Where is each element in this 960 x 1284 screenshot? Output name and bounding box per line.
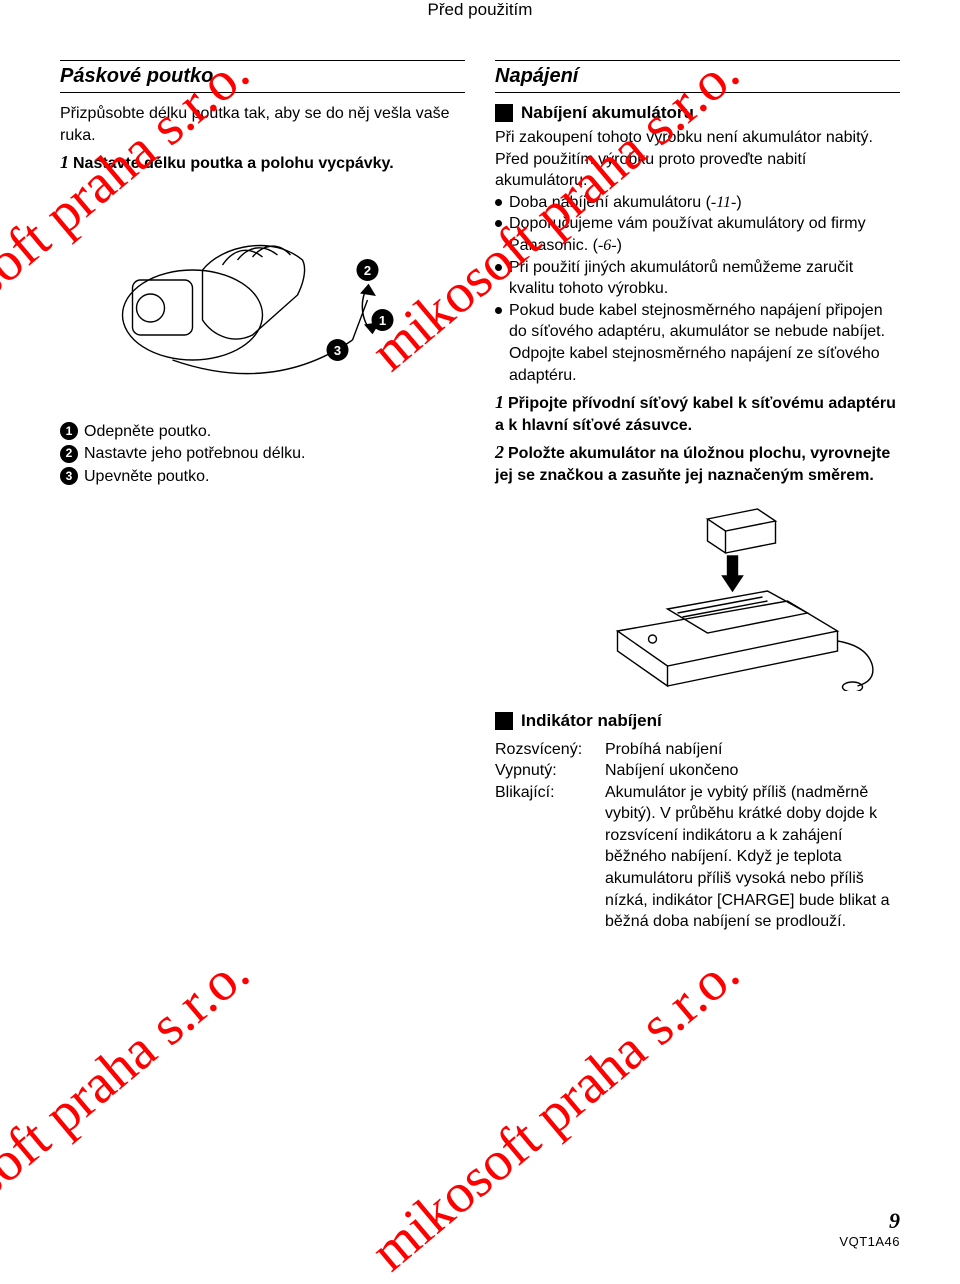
step-text: Položte akumulátor na úložnou plochu, vy… (495, 445, 890, 484)
section-title-strap: Páskové poutko (60, 60, 465, 93)
step-number: 1 (60, 152, 69, 172)
callout-text: Upevněte poutko. (84, 468, 209, 485)
step-text: Připojte přívodní síťový kabel k síťovém… (495, 395, 896, 434)
bullet-text-post: ) (617, 237, 622, 254)
charger-illustration (495, 501, 900, 691)
indicator-text: Nabíjení ukončeno (605, 760, 900, 782)
subhead-charging: Nabíjení akumulátoru (495, 103, 900, 123)
square-bullet-icon (495, 712, 513, 730)
left-column: Páskové poutko Přizpůsobte délku poutka … (60, 60, 465, 933)
bullet-text-pre: Doba nabíjení akumulátoru ( (509, 194, 711, 211)
page-ref: -11- (711, 194, 736, 211)
indicator-row-lit: Rozsvícený: Probíhá nabíjení (495, 739, 900, 761)
bullet-text-pre: Doporučujeme vám používat akumulátory od… (509, 215, 866, 254)
svg-text:1: 1 (379, 313, 386, 328)
callout-3: 3 Upevněte poutko. (60, 466, 465, 488)
svg-text:3: 3 (334, 343, 341, 358)
page-ref: -6- (598, 237, 617, 254)
strap-intro: Přizpůsobte délku poutka tak, aby se do … (60, 103, 465, 146)
svg-text:2: 2 (364, 263, 371, 278)
page-number: 9 (839, 1208, 900, 1234)
strap-illustration: 1 2 3 (60, 185, 465, 405)
step-number: 1 (495, 392, 504, 412)
watermark: mikosoft praha s.r.o. (359, 940, 752, 1284)
right-column: Napájení Nabíjení akumulátoru Při zakoup… (495, 60, 900, 933)
square-bullet-icon (495, 104, 513, 122)
strap-step-1: 1Nastavte délku poutka a polohu vycpávky… (60, 150, 465, 175)
power-step-2: 2Položte akumulátor na úložnou plochu, v… (495, 440, 900, 486)
callout-num: 1 (60, 422, 78, 440)
manual-page: Před použitím mikosoft praha s.r.o. miko… (0, 0, 960, 1269)
callout-2: 2 Nastavte jeho potřebnou délku. (60, 443, 465, 465)
chapter-label: Před použitím (428, 0, 533, 20)
columns: Páskové poutko Přizpůsobte délku poutka … (60, 60, 900, 933)
subhead-text: Nabíjení akumulátoru (521, 103, 694, 123)
charging-intro: Při zakoupení tohoto výrobku není akumul… (495, 127, 900, 192)
bullet-other-batt: Při použití jiných akumulátorů nemůžeme … (495, 257, 900, 300)
indicator-row-off: Vypnutý: Nabíjení ukončeno (495, 760, 900, 782)
callout-num: 2 (60, 445, 78, 463)
indicator-label: Blikající: (495, 782, 605, 933)
indicator-label: Rozsvícený: (495, 739, 605, 761)
power-step-1: 1Připojte přívodní síťový kabel k síťové… (495, 390, 900, 436)
section-title-power: Napájení (495, 60, 900, 93)
bullet-dc-cable: Pokud bude kabel stejnosměrného napájení… (495, 300, 900, 386)
indicator-row-blink: Blikající: Akumulátor je vybitý příliš (… (495, 782, 900, 933)
indicator-label: Vypnutý: (495, 760, 605, 782)
subhead-text: Indikátor nabíjení (521, 711, 662, 731)
callout-text: Nastavte jeho potřebnou délku. (84, 445, 305, 462)
indicator-text: Probíhá nabíjení (605, 739, 900, 761)
indicator-text: Akumulátor je vybitý příliš (nadměrně vy… (605, 782, 900, 933)
callout-text: Odepněte poutko. (84, 423, 211, 440)
subhead-indicator: Indikátor nabíjení (495, 711, 900, 731)
bullet-panasonic: Doporučujeme vám používat akumulátory od… (495, 213, 900, 256)
bullet-text-post: ) (736, 194, 741, 211)
callout-num: 3 (60, 467, 78, 485)
watermark: mikosoft praha s.r.o. (0, 940, 261, 1284)
indicator-table: Rozsvícený: Probíhá nabíjení Vypnutý: Na… (495, 739, 900, 933)
bullet-charge-time: Doba nabíjení akumulátoru (-11-) (495, 192, 900, 214)
document-id: VQT1A46 (839, 1234, 900, 1249)
step-number: 2 (495, 442, 504, 462)
page-footer: 9 VQT1A46 (839, 1208, 900, 1249)
step-text: Nastavte délku poutka a polohu vycpávky. (73, 155, 394, 172)
callout-1: 1 Odepněte poutko. (60, 421, 465, 443)
